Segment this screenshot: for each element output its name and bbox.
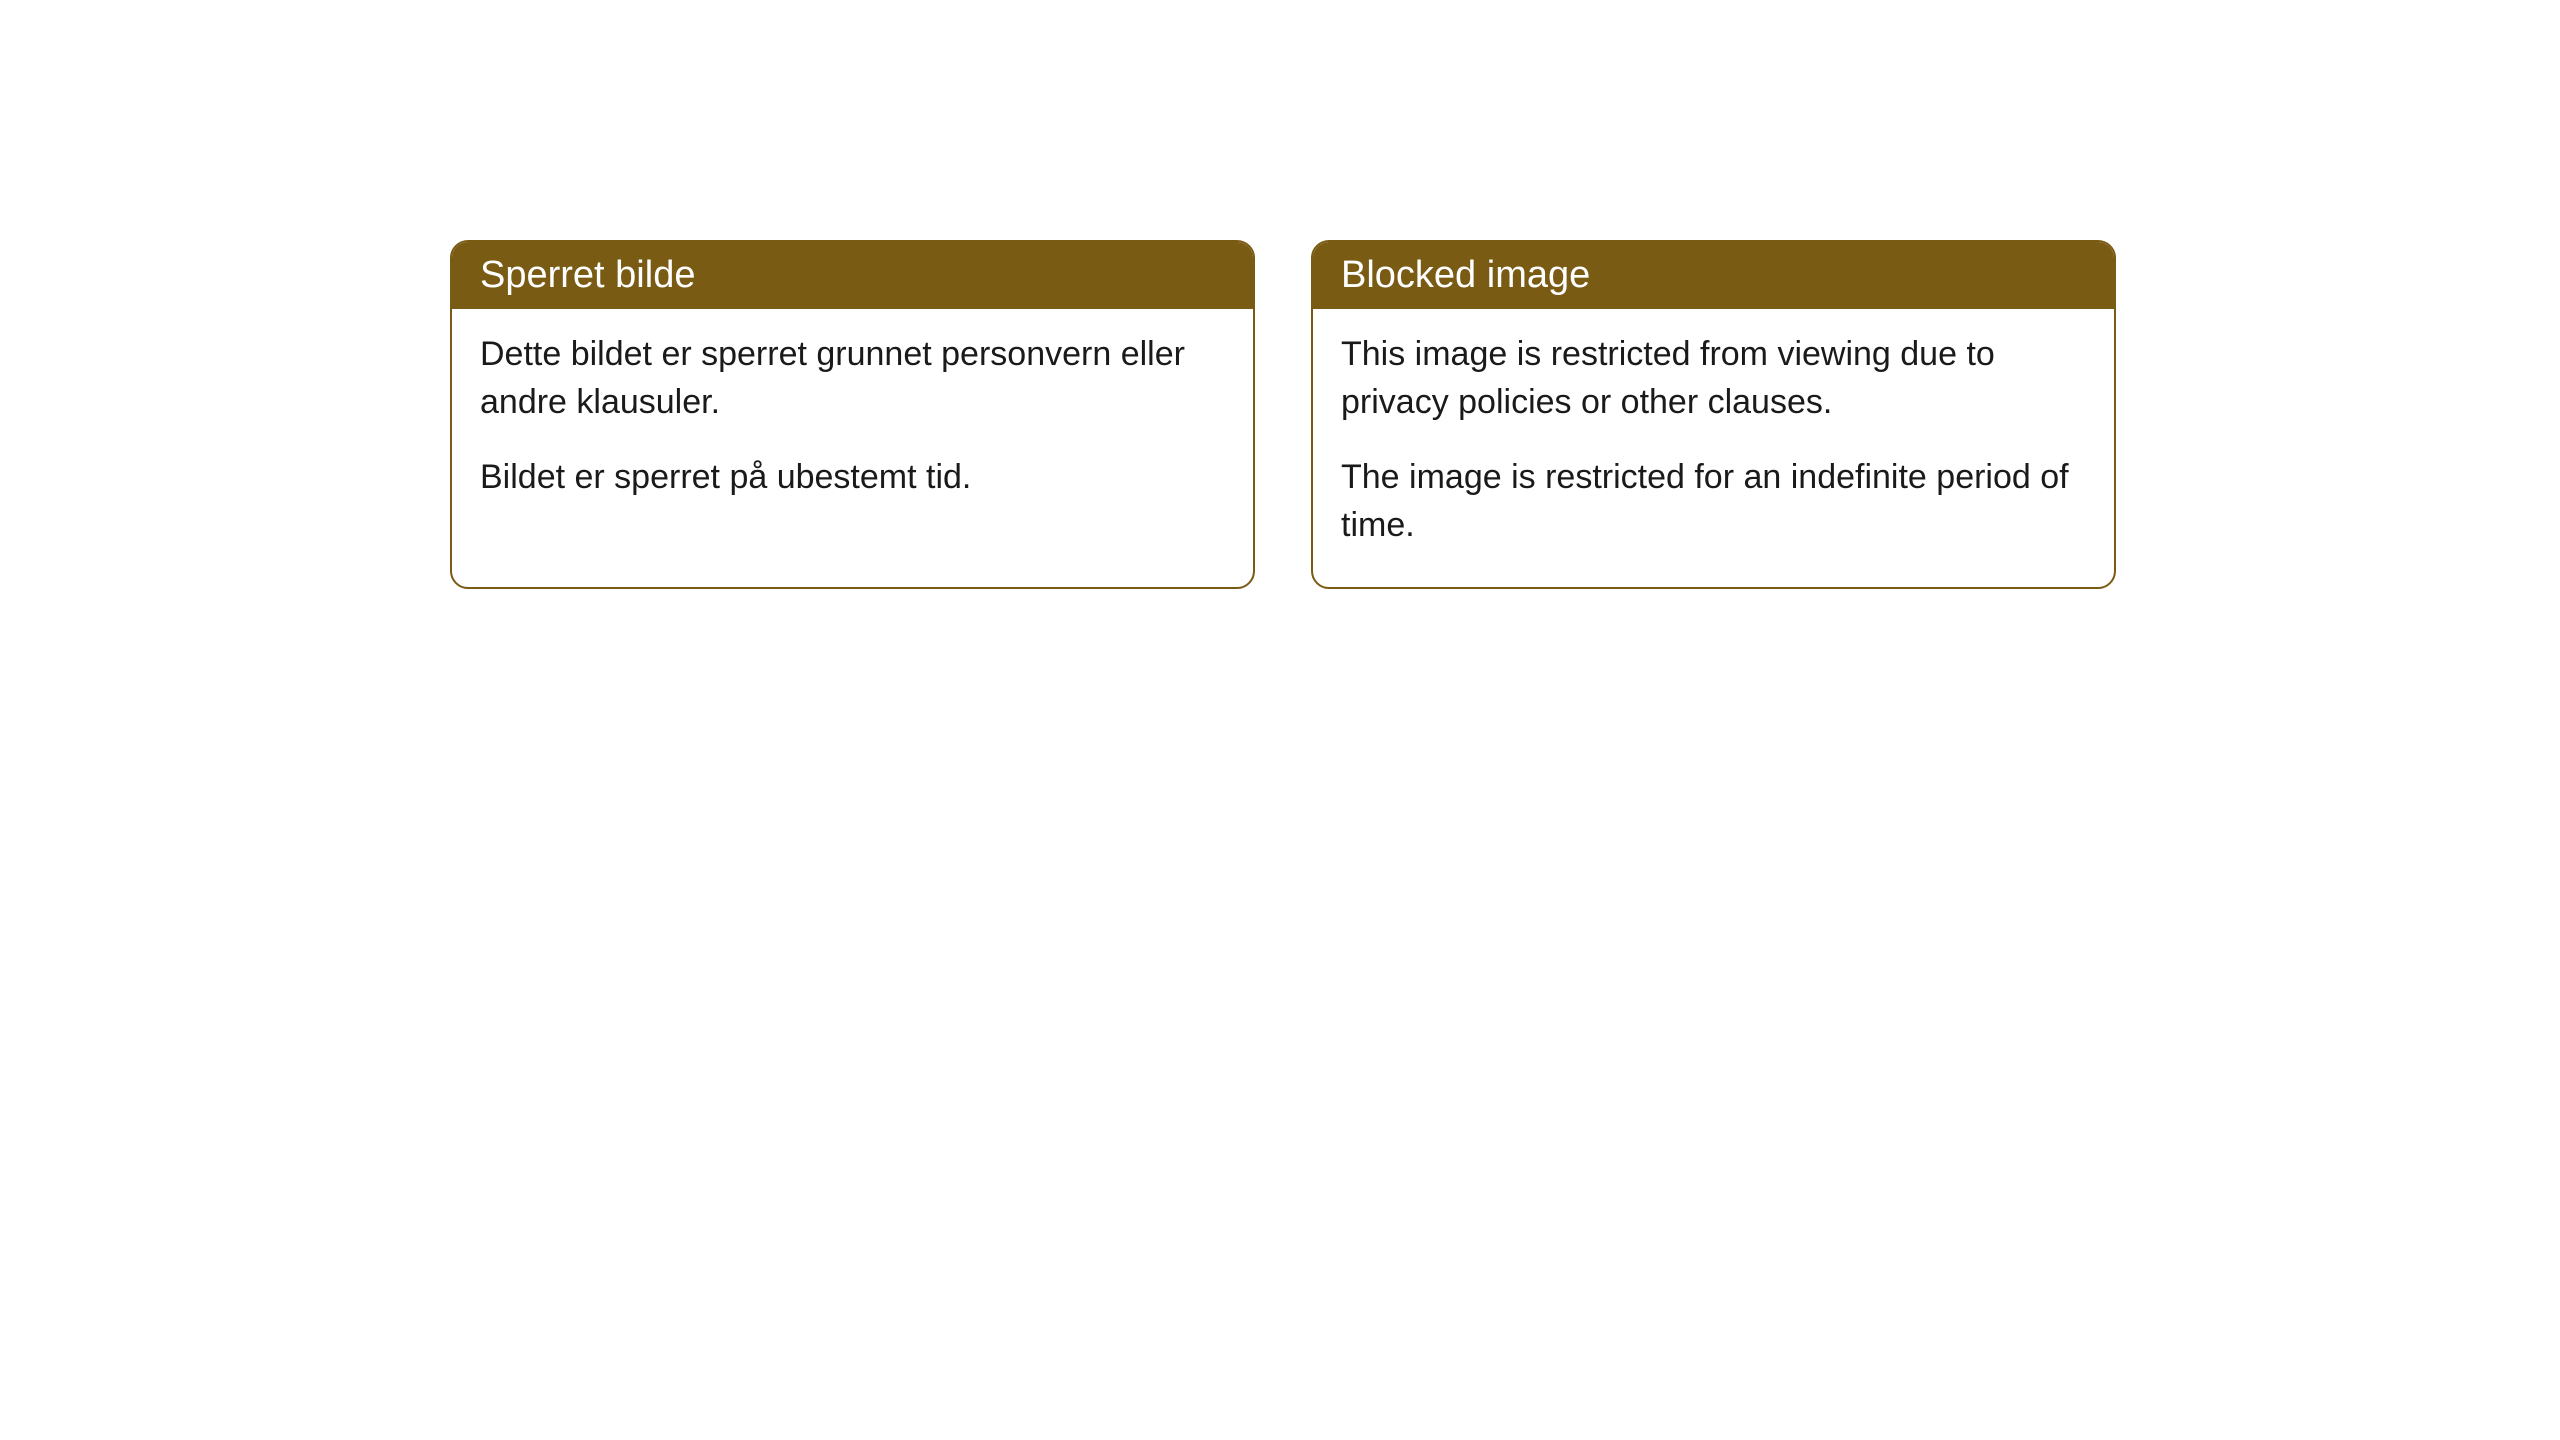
card-paragraph: Bildet er sperret på ubestemt tid. bbox=[480, 454, 1225, 502]
notice-card-english: Blocked image This image is restricted f… bbox=[1311, 240, 2116, 589]
card-paragraph: The image is restricted for an indefinit… bbox=[1341, 454, 2086, 549]
card-body: Dette bildet er sperret grunnet personve… bbox=[452, 309, 1253, 540]
notice-container: Sperret bilde Dette bildet er sperret gr… bbox=[450, 240, 2116, 589]
card-body: This image is restricted from viewing du… bbox=[1313, 309, 2114, 587]
card-title: Blocked image bbox=[1341, 254, 1590, 296]
card-paragraph: Dette bildet er sperret grunnet personve… bbox=[480, 331, 1225, 426]
notice-card-norwegian: Sperret bilde Dette bildet er sperret gr… bbox=[450, 240, 1255, 589]
card-paragraph: This image is restricted from viewing du… bbox=[1341, 331, 2086, 426]
card-header: Sperret bilde bbox=[452, 242, 1253, 309]
card-header: Blocked image bbox=[1313, 242, 2114, 309]
card-title: Sperret bilde bbox=[480, 254, 695, 296]
